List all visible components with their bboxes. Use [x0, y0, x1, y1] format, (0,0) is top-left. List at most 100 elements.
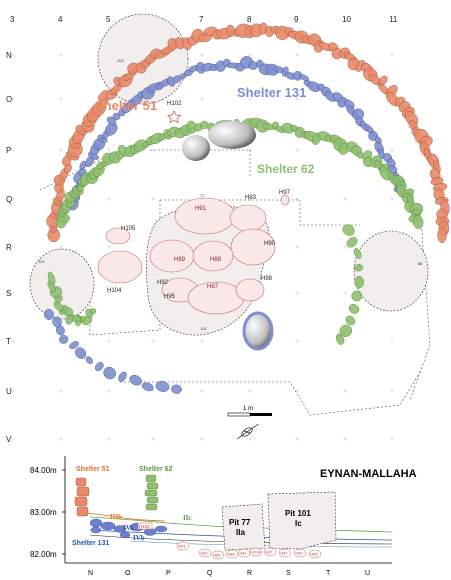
row-label-V: V	[6, 435, 12, 444]
shelter-62-stones	[47, 117, 424, 345]
section-diagram: 84.00m 83.00m 82.00m N O P Q R S T U EYNAN-MALL…	[30, 456, 417, 577]
section-circle-H89	[211, 550, 225, 560]
svg-text:H92: H92	[201, 552, 208, 556]
grid-column-labels: 34567891011	[10, 15, 398, 24]
svg-text:H91: H91	[179, 545, 186, 549]
section-hearth-circles: H91 H92 H89 H88 H81 H104 H97 H87 H90 H95	[176, 541, 322, 560]
elev-84: 84.00m	[30, 466, 57, 475]
feature-h93: H93	[245, 195, 257, 201]
feature-h87: H87	[207, 284, 219, 290]
row-label-S: S	[6, 289, 11, 298]
phase-IIc: IIc	[183, 514, 192, 522]
pit-77-number: 77	[200, 193, 205, 198]
row-label-R: R	[6, 243, 12, 252]
feature-h90: H90	[264, 241, 276, 247]
svg-text:1 m: 1 m	[243, 406, 253, 412]
section-circle-H92	[198, 548, 212, 558]
feature-h89: H89	[174, 257, 186, 263]
elev-83: 83.00m	[30, 508, 57, 517]
feature-labels: H102 H105 H104 H91 H93 H97 H90 H89 H88 H…	[107, 101, 291, 300]
row-label-Q: Q	[6, 195, 12, 204]
section-axis-U: U	[365, 570, 370, 577]
h102-star-icon	[166, 110, 182, 124]
svg-text:H104: H104	[252, 551, 261, 555]
section-axis-labels: N O P Q R S T U	[88, 570, 370, 577]
svg-text:H81: H81	[240, 552, 247, 556]
dwelling-113b-number: 113	[38, 259, 45, 264]
column-label-3: 3	[10, 15, 15, 24]
column-label-9: 9	[294, 15, 299, 24]
column-label-8: 8	[247, 15, 252, 24]
section-circle-H91	[176, 541, 190, 551]
section-shelter-62: Shelter 62	[139, 466, 173, 473]
pit-101-label: Pit 101	[285, 509, 311, 518]
svg-text:H97: H97	[266, 551, 273, 555]
svg-text:H87: H87	[281, 552, 288, 556]
pit-holes	[182, 121, 274, 351]
svg-text:H88: H88	[228, 553, 235, 557]
section-axis-T: T	[326, 570, 331, 577]
shelter-62-section-stones	[144, 474, 159, 511]
feature-h98: H98	[261, 276, 273, 282]
feature-h92: H92	[157, 280, 169, 286]
row-label-N: N	[6, 51, 12, 60]
feature-h97: H97	[279, 190, 291, 196]
column-label-11: 11	[389, 15, 398, 24]
section-axis-Q: Q	[207, 570, 213, 577]
section-axis-O: O	[125, 570, 131, 577]
scale-bar: 1 m	[227, 406, 272, 417]
section-circle-H95	[308, 549, 322, 559]
shelter-131-label: Shelter 131	[237, 85, 306, 100]
elev-82: 82.00m	[30, 550, 57, 559]
feature-h91: H91	[195, 206, 207, 212]
section-title: EYNAN-MALLAHA	[320, 468, 417, 480]
phase-IIIb: IIIb	[110, 513, 122, 521]
svg-text:H89: H89	[214, 554, 221, 558]
section-circle-H104	[249, 547, 263, 557]
dwelling-113-left	[29, 248, 95, 320]
grid-crosses	[11, 53, 394, 441]
pit-77-phase: IIa	[236, 528, 245, 537]
section-axis-R: R	[247, 570, 252, 577]
section-h102-tag: H102	[139, 524, 150, 529]
dwelling-113-number: 113	[117, 58, 124, 63]
row-label-O: O	[6, 95, 12, 104]
north-arrow-icon	[236, 423, 259, 440]
section-axis-S: S	[286, 570, 291, 577]
grid-row-labels: N O P Q R S T U V	[6, 51, 12, 444]
row-label-T: T	[6, 337, 11, 346]
shelter-51-stones	[46, 22, 450, 244]
column-label-4: 4	[58, 15, 63, 24]
pit-101-number: 101	[200, 326, 207, 331]
column-label-10: 10	[342, 15, 351, 24]
dwelling-68	[353, 230, 429, 312]
section-circle-H97	[263, 547, 277, 557]
pit-77-label: Pit 77	[229, 518, 251, 527]
shelter-51-label: Shelter 51	[95, 98, 157, 113]
section-axis-N: N	[88, 570, 93, 577]
svg-text:H90: H90	[296, 552, 303, 556]
pit-101-phase: Ic	[295, 519, 302, 528]
feature-h95: H95	[164, 294, 176, 300]
feature-h104: H104	[107, 288, 122, 294]
shelter-51-section-stones	[74, 477, 90, 517]
dwelling-68-number: 68	[418, 261, 423, 266]
section-axis-P: P	[166, 570, 171, 577]
column-label-5: 5	[106, 15, 111, 24]
feature-h105: H105	[121, 226, 136, 232]
section-shelter-51: Shelter 51	[76, 466, 110, 473]
hearth-features	[97, 194, 290, 315]
phase-IVa: IVa	[123, 524, 134, 532]
row-label-P: P	[6, 146, 11, 155]
phase-IVb: IVb	[133, 534, 145, 542]
svg-text:H95: H95	[311, 553, 318, 557]
feature-h102: H102	[167, 101, 182, 107]
section-circle-H87	[278, 548, 292, 558]
shelter-62-label: Shelter 62	[257, 162, 315, 176]
section-shelter-131: Shelter 131	[72, 540, 109, 547]
row-label-U: U	[6, 387, 12, 396]
feature-h88: H88	[210, 257, 222, 263]
column-label-7: 7	[199, 15, 204, 24]
section-circle-H90	[293, 548, 307, 558]
